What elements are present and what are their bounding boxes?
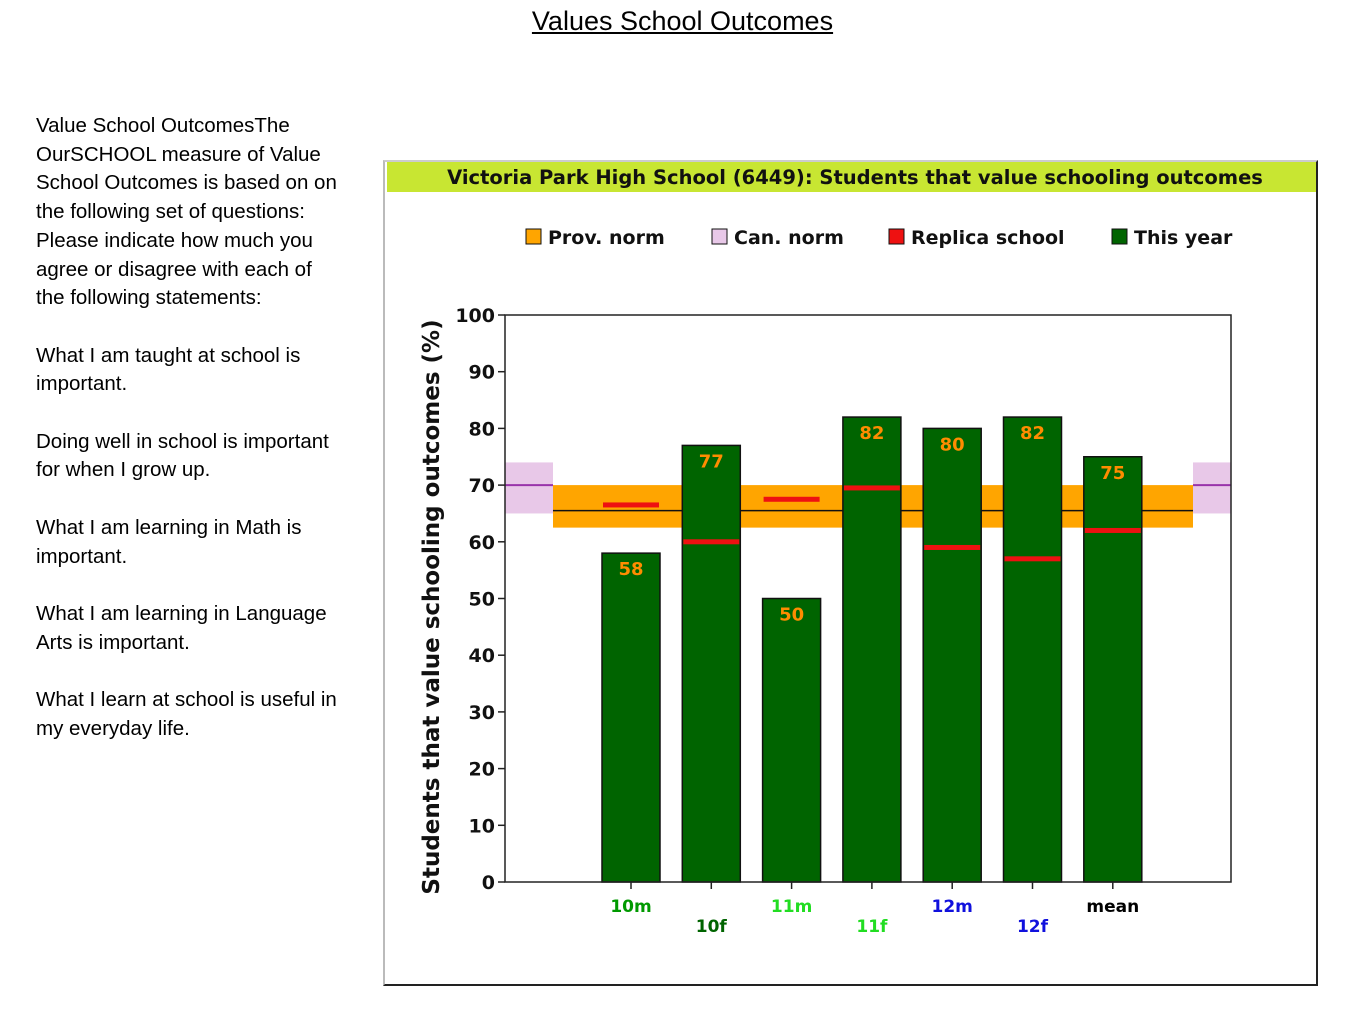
replica-marker — [763, 496, 820, 502]
data-label: 82 — [1020, 423, 1045, 444]
bar — [842, 416, 902, 883]
x-tick-label: 12m — [932, 897, 973, 917]
x-tick-label: 11f — [856, 917, 888, 937]
y-tick-label: 80 — [469, 418, 495, 440]
x-tick-label: 10m — [610, 897, 651, 917]
bar-chart: Victoria Park High School (6449): Studen… — [387, 162, 1316, 937]
y-tick-label: 70 — [469, 475, 495, 497]
y-tick-label: 90 — [469, 362, 495, 384]
question-item: What I learn at school is useful in my e… — [36, 687, 337, 740]
data-label: 58 — [618, 559, 643, 580]
question-item: What I am taught at school is important. — [36, 343, 301, 396]
can-norm-band — [505, 462, 553, 514]
data-label: 82 — [859, 423, 884, 444]
description-paragraph: Value School OutcomesThe OurSCHOOL measu… — [36, 114, 337, 310]
data-label: 75 — [1100, 463, 1125, 484]
replica-marker — [843, 485, 900, 491]
data-label: 80 — [940, 434, 965, 455]
legend-swatch — [711, 228, 728, 245]
data-label: 50 — [779, 605, 804, 626]
y-tick-label: 50 — [469, 589, 495, 611]
question-item: What I am learning in Language Arts is i… — [36, 601, 327, 654]
legend-swatch — [888, 228, 905, 245]
replica-marker — [1084, 527, 1141, 533]
x-tick-label: 12f — [1017, 917, 1049, 937]
y-tick-label: 10 — [469, 815, 495, 837]
question-item: Doing well in school is important for wh… — [36, 429, 329, 482]
data-label: 77 — [699, 451, 724, 472]
y-axis-label: Students that value schooling outcomes (… — [419, 319, 445, 894]
bar — [922, 427, 982, 883]
y-tick-label: 0 — [482, 872, 495, 894]
x-tick-label: 11m — [771, 897, 812, 917]
y-tick-label: 30 — [469, 702, 495, 724]
bar — [1002, 416, 1063, 883]
bar — [1083, 456, 1143, 883]
legend-label: Replica school — [911, 227, 1065, 249]
bar — [681, 444, 742, 883]
chart-title: Victoria Park High School (6449): Studen… — [447, 166, 1263, 189]
legend-swatch — [1111, 228, 1128, 245]
legend-label: This year — [1134, 227, 1233, 249]
chart-frame: Victoria Park High School (6449): Studen… — [383, 160, 1318, 986]
y-tick-label: 100 — [455, 305, 495, 327]
bar — [601, 552, 661, 883]
bar — [761, 597, 822, 883]
description-text: Value School OutcomesThe OurSCHOOL measu… — [36, 112, 342, 772]
replica-marker — [603, 502, 659, 508]
y-tick-label: 60 — [469, 532, 495, 554]
x-tick-label: mean — [1086, 897, 1139, 917]
x-tick-label: 10f — [696, 917, 728, 937]
page-title: Values School Outcomes — [531, 6, 834, 36]
legend-label: Prov. norm — [548, 227, 665, 249]
y-tick-label: 20 — [469, 759, 495, 781]
chart-title-band — [387, 162, 1316, 192]
legend-swatch — [525, 228, 542, 245]
replica-marker — [683, 539, 740, 545]
chart-legend: Prov. norm Can. norm Replica school This ye… — [525, 227, 1233, 249]
replica-marker — [1004, 556, 1061, 562]
question-item: What I am learning in Math is important. — [36, 515, 302, 568]
can-norm-band — [1193, 462, 1231, 514]
plot-area: 58 77 50 82 80 82 75 0 10 20 30 40 50 60 70 80 90 100 10m 1… — [455, 305, 1232, 937]
y-tick-label: 40 — [469, 645, 495, 667]
replica-marker — [924, 544, 981, 550]
legend-label: Can. norm — [734, 227, 844, 249]
